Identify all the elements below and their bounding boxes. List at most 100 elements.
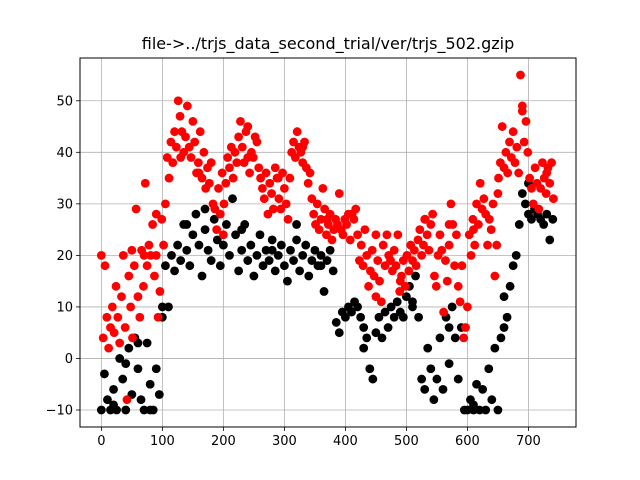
data-point — [285, 173, 295, 183]
data-point — [188, 230, 198, 240]
data-point — [289, 137, 298, 147]
data-point — [319, 287, 329, 296]
data-point — [450, 333, 460, 343]
data-point — [424, 245, 434, 255]
data-point — [508, 261, 518, 271]
data-point — [423, 343, 433, 353]
data-point — [375, 276, 384, 286]
data-point — [437, 245, 447, 255]
data-point — [214, 183, 223, 193]
data-point — [409, 245, 419, 255]
data-point — [167, 250, 176, 260]
data-point — [503, 168, 513, 178]
data-point — [154, 390, 164, 399]
data-point — [133, 338, 143, 348]
y-tick-label: 30 — [56, 197, 73, 212]
data-point — [453, 281, 463, 291]
data-point — [261, 168, 271, 178]
data-point — [100, 261, 110, 271]
data-point — [182, 101, 192, 111]
data-point — [380, 307, 390, 317]
data-point — [402, 250, 412, 260]
data-point — [481, 405, 491, 415]
data-point — [463, 405, 472, 415]
data-point — [292, 220, 301, 229]
data-point — [168, 158, 178, 168]
data-point — [318, 183, 328, 193]
data-point — [195, 127, 205, 137]
data-point — [327, 235, 337, 245]
data-point — [121, 405, 131, 415]
data-point — [452, 230, 461, 240]
data-point — [290, 153, 300, 162]
data-point — [316, 214, 326, 224]
data-point — [161, 261, 170, 271]
data-point — [527, 214, 536, 224]
data-point — [444, 359, 454, 369]
y-axis-ticks: −10 0 10 20 30 40 50 — [46, 94, 80, 418]
data-point — [171, 142, 181, 152]
data-point — [145, 379, 155, 389]
data-point — [210, 204, 220, 214]
data-point — [371, 328, 381, 338]
data-point — [431, 281, 441, 291]
data-point — [197, 271, 207, 281]
data-point — [98, 333, 108, 343]
data-point — [252, 250, 262, 260]
y-tick-label: −10 — [46, 403, 73, 418]
data-point — [490, 343, 500, 353]
data-point — [263, 209, 273, 219]
data-point — [246, 240, 256, 250]
data-point — [155, 287, 165, 296]
data-point — [267, 245, 277, 255]
x-tick-label: 300 — [272, 434, 297, 449]
data-point — [215, 261, 225, 271]
data-point — [126, 302, 136, 312]
data-point — [129, 261, 139, 271]
data-point — [347, 307, 356, 317]
data-point — [109, 400, 118, 410]
data-point — [221, 178, 231, 188]
data-point — [279, 261, 289, 271]
data-point — [356, 312, 366, 322]
data-point — [215, 209, 225, 219]
data-point — [365, 364, 375, 374]
data-point — [386, 302, 396, 312]
data-point — [392, 297, 402, 307]
data-point — [237, 245, 247, 255]
data-point — [151, 209, 161, 219]
data-point — [142, 261, 152, 271]
data-point — [200, 225, 210, 235]
data-point — [312, 199, 322, 209]
data-point — [487, 395, 497, 405]
data-point — [466, 250, 476, 260]
data-point — [484, 214, 494, 224]
data-point — [237, 142, 247, 152]
data-point — [305, 168, 315, 178]
data-point — [267, 235, 277, 245]
data-point — [113, 312, 123, 322]
data-point — [322, 230, 331, 240]
data-point — [234, 266, 244, 276]
data-point — [255, 230, 265, 240]
data-point — [109, 384, 118, 394]
data-point — [512, 142, 522, 152]
data-point — [455, 297, 465, 307]
data-point — [289, 256, 298, 265]
data-point — [408, 297, 417, 307]
data-point — [307, 194, 317, 204]
data-point — [148, 220, 158, 229]
data-point — [342, 220, 352, 229]
data-point — [314, 225, 324, 235]
data-point — [194, 240, 204, 250]
x-tick-label: 400 — [333, 434, 358, 449]
data-point — [316, 250, 326, 260]
data-point — [536, 183, 546, 193]
data-point — [237, 225, 247, 235]
series-1 — [96, 70, 558, 405]
data-point — [395, 287, 405, 296]
data-point — [441, 256, 450, 265]
data-point — [170, 266, 179, 276]
data-point — [194, 168, 204, 178]
